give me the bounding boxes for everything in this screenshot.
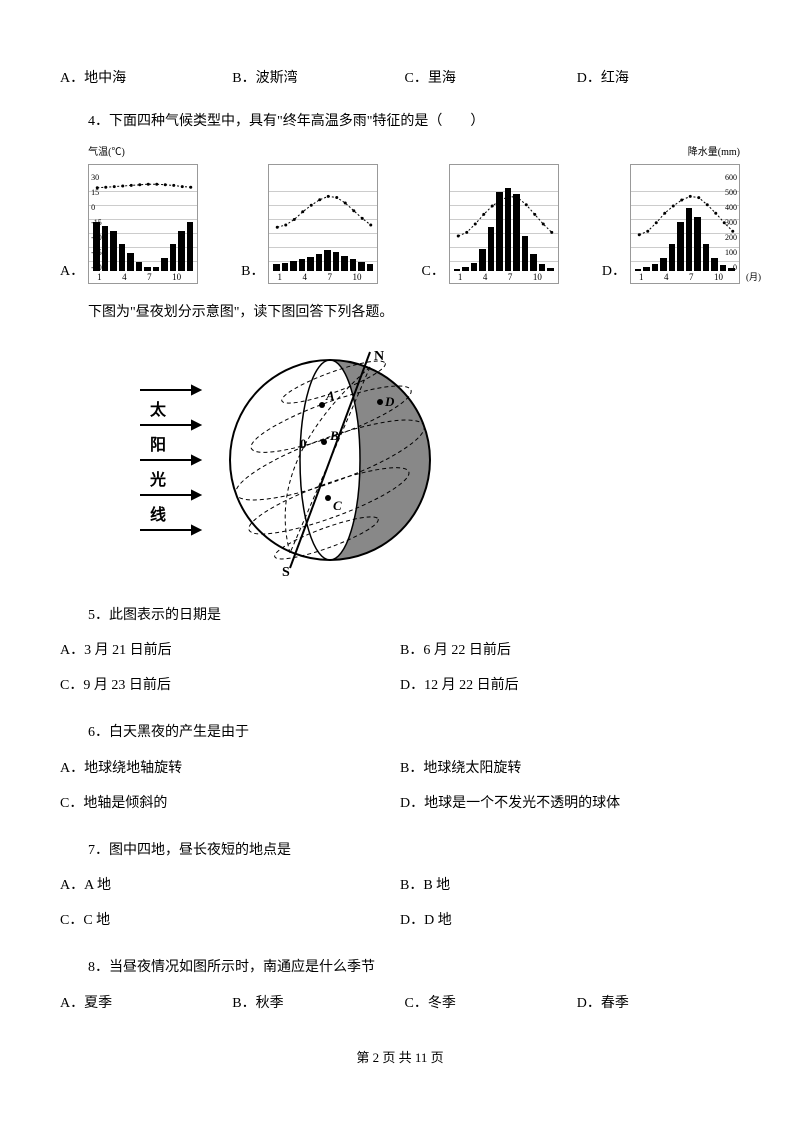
globe-n: N xyxy=(374,349,384,364)
page-footer: 第 2 页 共 11 页 xyxy=(60,1046,740,1069)
q4-chart-d: D． 降水量(mm) 147106005004003002001000(月) xyxy=(602,144,740,284)
q4-text: 4．下面四种气候类型中，具有"终年高温多雨"特征的是（ ） xyxy=(60,109,740,134)
q3-option-c: C．里海 xyxy=(405,66,568,91)
q3-option-a: A．地中海 xyxy=(60,66,223,91)
temp-axis-title: 气温(℃) xyxy=(88,144,198,162)
q6-b: B．地球绕太阳旋转 xyxy=(400,756,740,781)
precip-axis-title: 降水量(mm) xyxy=(630,144,740,162)
q6-text: 6．白天黑夜的产生是由于 xyxy=(60,720,740,745)
q6-a: A．地球绕地轴旋转 xyxy=(60,756,400,781)
q7-c: C．C 地 xyxy=(60,908,400,933)
q7-options: A．A 地 B．B 地 C．C 地 D．D 地 xyxy=(60,873,740,943)
globe-a: A xyxy=(325,388,335,403)
q4-chart-c: C． 14710 xyxy=(422,164,559,284)
q8-text: 8．当昼夜情况如图所示时，南通应是什么季节 xyxy=(60,955,740,980)
q8-a: A．夏季 xyxy=(60,991,223,1016)
climate-chart-d: 147106005004003002001000(月) xyxy=(630,164,740,284)
q8-c: C．冬季 xyxy=(405,991,568,1016)
q8-b: B．秋季 xyxy=(232,991,395,1016)
globe-intro: 下图为"昼夜划分示意图"，读下图回答下列各题。 xyxy=(60,300,740,325)
q4-label-a: A． xyxy=(60,259,84,284)
q6-c: C．地轴是倾斜的 xyxy=(60,791,400,816)
climate-chart-a: 1471030150-15-30-45-60 xyxy=(88,164,198,284)
q4-label-b: B． xyxy=(241,259,264,284)
q6-options: A．地球绕地轴旋转 B．地球绕太阳旋转 C．地轴是倾斜的 D．地球是一个不发光不… xyxy=(60,756,740,826)
climate-chart-b: 14710 xyxy=(268,164,378,284)
q5-a: A．3 月 21 日前后 xyxy=(60,638,400,663)
q8-d: D．春季 xyxy=(577,991,740,1016)
q4-chart-a: A． 气温(℃) 1471030150-15-30-45-60 xyxy=(60,144,198,284)
sun-label-2: 光 xyxy=(149,470,166,489)
q3-options: A．地中海 B．波斯湾 C．里海 D．红海 xyxy=(60,66,740,91)
globe-svg: 太 阳 光 线 xyxy=(130,340,470,580)
q4-charts-row: A． 气温(℃) 1471030150-15-30-45-60 B． 14710… xyxy=(60,144,740,284)
sun-label-0: 太 xyxy=(149,400,167,419)
q5-options: A．3 月 21 日前后 B．6 月 22 日前后 C．9 月 23 日前后 D… xyxy=(60,638,740,708)
q3-option-b: B．波斯湾 xyxy=(232,66,395,91)
q4-label-d: D． xyxy=(602,259,626,284)
q7-text: 7．图中四地，昼长夜短的地点是 xyxy=(60,838,740,863)
globe-o: 0 xyxy=(300,436,307,451)
globe-diagram: 太 阳 光 线 xyxy=(130,340,740,589)
globe-s: S xyxy=(282,565,290,580)
sun-label-3: 线 xyxy=(150,505,166,524)
q5-text: 5．此图表示的日期是 xyxy=(60,603,740,628)
sun-label-1: 阳 xyxy=(150,436,166,454)
q6-d: D．地球是一个不发光不透明的球体 xyxy=(400,791,740,816)
q4-chart-b: B． 14710 xyxy=(241,164,378,284)
climate-chart-c: 14710 xyxy=(449,164,559,284)
globe-b: B xyxy=(329,428,339,443)
q7-a: A．A 地 xyxy=(60,873,400,898)
q8-options: A．夏季 B．秋季 C．冬季 D．春季 xyxy=(60,991,740,1016)
q3-option-d: D．红海 xyxy=(577,66,740,91)
q5-c: C．9 月 23 日前后 xyxy=(60,673,400,698)
q4-label-c: C． xyxy=(422,259,445,284)
globe-c: C xyxy=(333,498,342,513)
q7-d: D．D 地 xyxy=(400,908,740,933)
globe-d: D xyxy=(384,394,395,409)
q5-d: D．12 月 22 日前后 xyxy=(400,673,740,698)
q7-b: B．B 地 xyxy=(400,873,740,898)
q5-b: B．6 月 22 日前后 xyxy=(400,638,740,663)
